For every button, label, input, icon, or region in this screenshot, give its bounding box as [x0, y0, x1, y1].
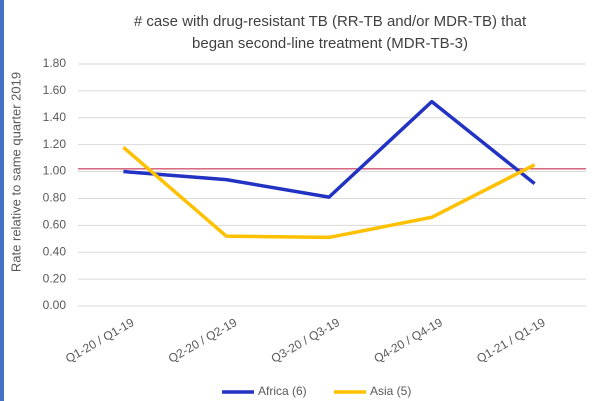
y-tick-label: 0.00 [43, 298, 67, 312]
y-tick-label: 0.20 [43, 271, 67, 285]
legend-label: Asia (5) [370, 384, 411, 398]
y-tick-label: 0.60 [43, 218, 67, 232]
y-tick-label: 1.40 [43, 110, 67, 124]
y-tick-label: 1.60 [43, 83, 67, 97]
chart-title: began second-line treatment (MDR-TB-3) [192, 35, 468, 52]
y-tick-label: 1.20 [43, 137, 67, 151]
x-tick-label: Q3-20 / Q3-19 [269, 315, 343, 366]
x-tick-label: Q1-20 / Q1-19 [63, 315, 137, 366]
chart-title: # case with drug-resistant TB (RR-TB and… [134, 13, 527, 30]
y-tick-label: 0.80 [43, 191, 67, 205]
series-line [123, 99, 536, 199]
x-tick-label: Q1-21 / Q1-19 [474, 315, 548, 366]
y-tick-label: 1.80 [43, 56, 67, 70]
left-border [0, 0, 4, 401]
y-axis-label: Rate relative to same quarter 2019 [8, 72, 23, 272]
y-tick-label: 0.40 [43, 244, 67, 258]
legend-label: Africa (6) [258, 384, 307, 398]
x-tick-label: Q2-20 / Q2-19 [166, 315, 240, 366]
x-tick-label: Q4-20 / Q4-19 [371, 315, 445, 366]
series-line [122, 146, 536, 240]
y-tick-label: 1.00 [43, 164, 67, 178]
